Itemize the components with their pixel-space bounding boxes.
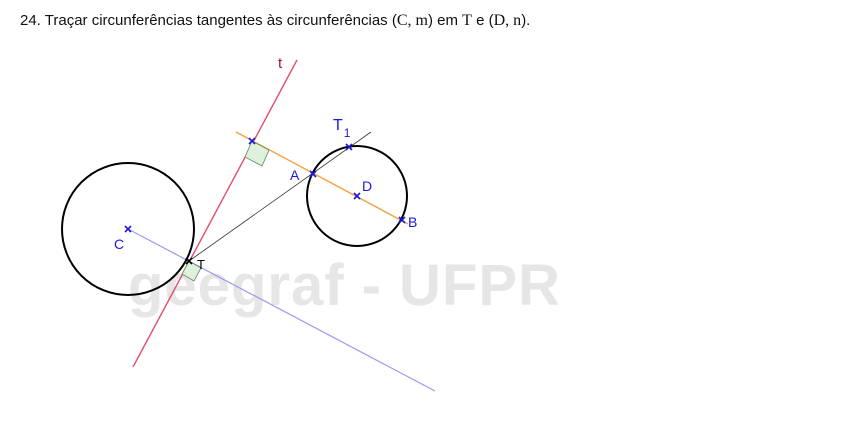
label-b: B (408, 214, 417, 230)
right-angle-marker-top (244, 140, 270, 167)
point-a-marker (309, 170, 317, 178)
circle-cm-label: C, m (396, 12, 428, 29)
tangent-line-t (132, 59, 298, 368)
point-t1-marker (345, 143, 353, 151)
right-angle-marker-t (181, 260, 202, 282)
statement-mid2: e ( (471, 12, 494, 29)
point-t-marker (185, 257, 193, 265)
point-t-label: T (462, 12, 472, 29)
watermark: geegraf - UFPR (128, 253, 561, 318)
problem-statement: 24. Traçar circunferências tangentes às … (20, 12, 530, 30)
label-c: C (114, 236, 124, 252)
statement-mid1: ) em (427, 12, 463, 29)
point-d-marker (353, 192, 361, 200)
circle-c (61, 162, 195, 296)
construction-line-ta (188, 131, 372, 262)
label-t-line: t (278, 55, 283, 72)
circle-d (306, 145, 408, 247)
label-a: A (290, 167, 300, 183)
point-top-intersection-marker (248, 137, 256, 145)
label-t1: T1 (333, 117, 351, 140)
radius-line-ct (127, 228, 436, 392)
label-d: D (362, 178, 372, 194)
label-t1-subscript: 1 (344, 126, 351, 140)
point-c-marker (124, 225, 132, 233)
statement-prefix: 24. Traçar circunferências tangentes às … (20, 12, 397, 29)
label-t-point: T (197, 257, 205, 272)
statement-suffix: ). (521, 12, 531, 29)
point-b-marker (398, 216, 406, 224)
circle-dn-label: D, n (493, 12, 522, 29)
